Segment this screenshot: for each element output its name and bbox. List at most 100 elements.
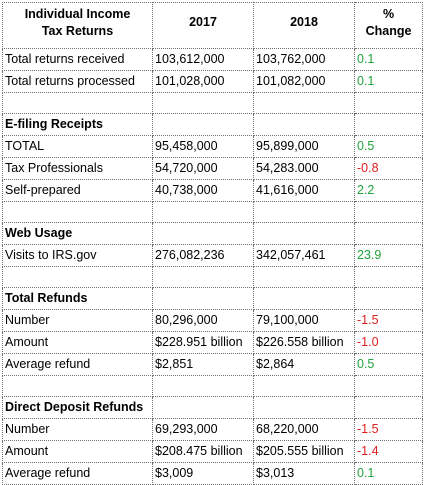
header-change: % Change [354,2,423,49]
empty-cell [152,222,254,245]
value-2018: $2,864 [253,353,355,376]
table-row: Total returns received 103,612,000 103,762… [2,48,423,71]
empty-cell [2,266,153,288]
value-2018: $226.558 billion [253,331,355,354]
percent-change: -1.0 [354,331,423,354]
table-row: Tax Professionals 54,720,000 54,283.000 -0.… [2,157,423,180]
value-2017: 103,612,000 [152,48,254,71]
table-row: Number 80,296,000 79,100,000 -1.5 [2,309,423,332]
value-2017: 40,738,000 [152,179,254,202]
section-title: Web Usage [2,222,153,245]
percent-change: 2.2 [354,179,423,202]
section-title: Total Refunds [2,287,153,310]
row-label: TOTAL [2,135,153,158]
percent-change: 0.5 [354,135,423,158]
header-2017-label: 2017 [189,15,217,29]
section-header-row: Total Refunds [2,287,423,310]
empty-cell [354,375,423,397]
row-label: Number [2,418,153,441]
value-2018: 103,762,000 [253,48,355,71]
table-row: TOTAL 95,458,000 95,899,000 0.5 [2,135,423,158]
table-row: Amount $228.951 billion $226.558 billion -1… [2,331,423,354]
header-change-line2: Change [365,24,412,38]
section-header-row: Web Usage [2,222,423,245]
empty-cell [2,92,153,114]
header-2017: 2017 [152,2,254,49]
row-label: Amount [2,440,153,463]
empty-cell [152,375,254,397]
percent-change: 0.5 [354,353,423,376]
empty-cell [253,375,355,397]
value-2018: 79,100,000 [253,309,355,332]
row-label: Average refund [2,462,153,485]
empty-cell [2,201,153,223]
empty-cell [354,113,423,136]
value-2018: 101,082,000 [253,70,355,93]
header-2018: 2018 [253,2,355,49]
table-row: Visits to IRS.gov 276,082,236 342,057,461 2… [2,244,423,267]
header-change-line1: % [382,7,395,21]
spacer-row [2,92,423,114]
table-row: Total returns processed 101,028,000 101,08… [2,70,423,93]
section-header-row: Direct Deposit Refunds [2,396,423,419]
row-label: Visits to IRS.gov [2,244,153,267]
table-row: Average refund $3,009 $3,013 0.1 [2,462,423,485]
value-2017: 95,458,000 [152,135,254,158]
empty-cell [2,375,153,397]
empty-cell [253,92,355,114]
value-2017: $2,851 [152,353,254,376]
empty-cell [354,222,423,245]
value-2018: 68,220,000 [253,418,355,441]
row-label: Amount [2,331,153,354]
empty-cell [152,201,254,223]
header-category-line2: Tax Returns [41,24,114,38]
percent-change: 0.1 [354,70,423,93]
spacer-row [2,375,423,397]
row-label: Self-prepared [2,179,153,202]
percent-change: 23.9 [354,244,423,267]
percent-change: -0.8 [354,157,423,180]
empty-cell [253,113,355,136]
table-row: Self-prepared 40,738,000 41,616,000 2.2 [2,179,423,202]
value-2017: $208.475 billion [152,440,254,463]
empty-cell [152,113,254,136]
empty-cell [354,92,423,114]
value-2017: 276,082,236 [152,244,254,267]
empty-cell [253,266,355,288]
empty-cell [253,287,355,310]
row-label: Total returns processed [2,70,153,93]
value-2017: 69,293,000 [152,418,254,441]
table-row: Amount $208.475 billion $205.555 billion -1… [2,440,423,463]
header-category: Individual Income Tax Returns [2,2,153,49]
header-category-line1: Individual Income [24,7,131,21]
empty-cell [253,222,355,245]
empty-cell [354,396,423,419]
value-2017: 54,720,000 [152,157,254,180]
value-2017: 80,296,000 [152,309,254,332]
percent-change: -1.5 [354,309,423,332]
value-2017: 101,028,000 [152,70,254,93]
table-row: Average refund $2,851 $2,864 0.5 [2,353,423,376]
empty-cell [354,266,423,288]
empty-cell [152,287,254,310]
section-title: Direct Deposit Refunds [2,396,153,419]
value-2017: $3,009 [152,462,254,485]
header-row: Individual Income Tax Returns 2017 2018 … [2,2,423,49]
row-label: Total returns received [2,48,153,71]
row-label: Average refund [2,353,153,376]
value-2018: 95,899,000 [253,135,355,158]
empty-cell [253,201,355,223]
spacer-row [2,266,423,288]
section-header-row: E-filing Receipts [2,113,423,136]
empty-cell [152,266,254,288]
spacer-row [2,201,423,223]
value-2018: $3,013 [253,462,355,485]
section-title: E-filing Receipts [2,113,153,136]
value-2017: $228.951 billion [152,331,254,354]
percent-change: -1.4 [354,440,423,463]
empty-cell [253,396,355,419]
empty-cell [354,201,423,223]
header-2018-label: 2018 [290,15,318,29]
